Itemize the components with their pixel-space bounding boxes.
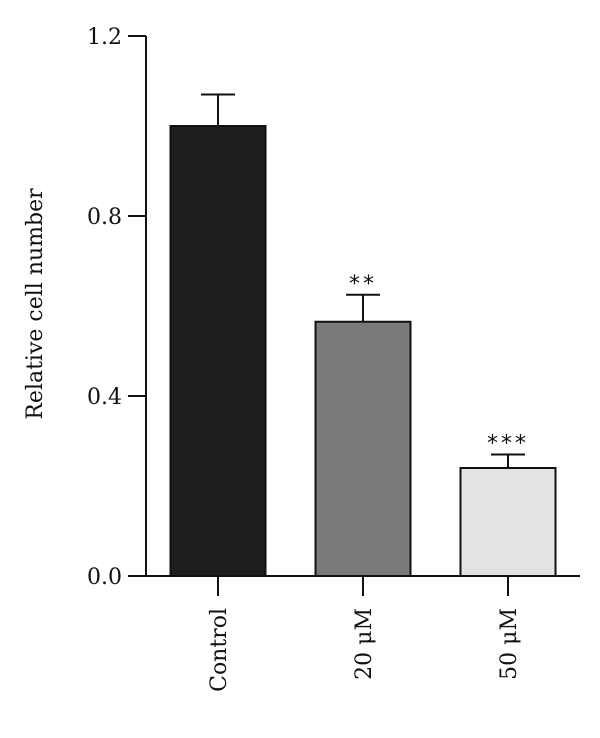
bars [169, 125, 557, 577]
x-tick-label: 50 μM [497, 608, 522, 680]
significance-markers: ***** [349, 272, 529, 457]
y-tick-label: 1.2 [87, 25, 122, 50]
x-tick-label: Control [207, 608, 232, 692]
error-bars [201, 93, 525, 468]
bar-1 [314, 320, 412, 577]
y-axis-ticks: 0.0 0.4 0.8 1.2 [87, 25, 146, 590]
y-axis-title: Relative cell number [23, 188, 48, 420]
bar-0 [169, 125, 267, 577]
x-axis-labels: Control 20 μM 50 μM [207, 576, 522, 692]
y-tick-label: 0.0 [87, 565, 122, 590]
bar-2 [459, 467, 557, 577]
significance-marker: *** [487, 432, 529, 457]
y-tick-label: 0.4 [87, 385, 122, 410]
y-tick-label: 0.8 [87, 205, 122, 230]
x-tick-label: 20 μM [352, 608, 377, 680]
significance-marker: ** [349, 272, 377, 297]
